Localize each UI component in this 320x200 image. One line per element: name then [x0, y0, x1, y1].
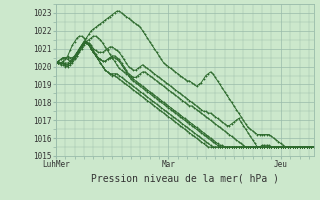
X-axis label: Pression niveau de la mer( hPa ): Pression niveau de la mer( hPa ) — [91, 173, 279, 183]
